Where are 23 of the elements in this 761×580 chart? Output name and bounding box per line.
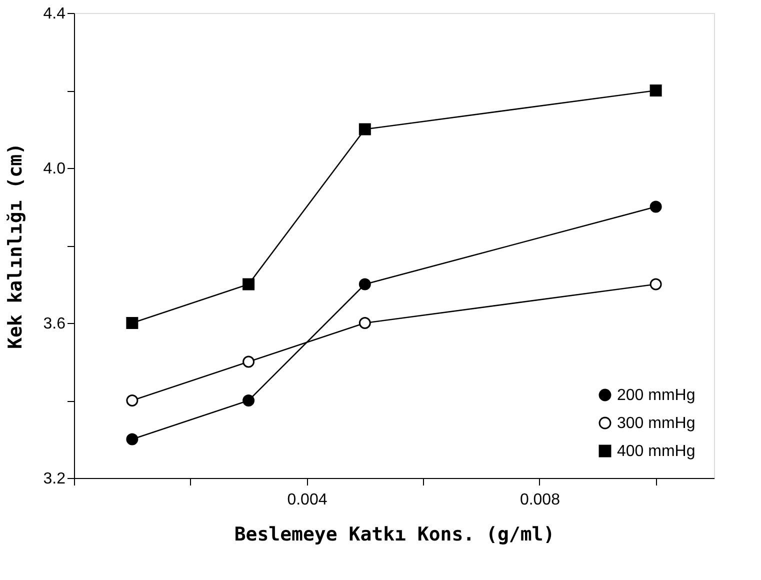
point	[126, 317, 138, 329]
legend-label: 200 mmHg	[617, 387, 696, 404]
y-tick-label: 3.6	[43, 316, 66, 332]
point	[358, 278, 371, 290]
y-tick-label: 3.2	[43, 470, 66, 488]
point	[242, 356, 255, 368]
point	[242, 278, 255, 290]
point	[650, 200, 662, 213]
point	[126, 433, 138, 446]
x-axis-title: Beslemeye Katkı Kons. (g/ml)	[234, 524, 555, 546]
point	[650, 84, 662, 96]
x-tick-label: 0.008	[520, 492, 560, 508]
point	[358, 317, 371, 329]
x-tick-label: 0.004	[287, 492, 328, 508]
point	[358, 123, 371, 136]
point	[650, 278, 662, 290]
legend-label: 400 mmHg	[617, 443, 696, 460]
y-axis-title: Kek kalınlığı (cm)	[4, 143, 26, 349]
point	[126, 394, 138, 406]
point	[242, 394, 255, 406]
legend-label: 300 mmHg	[617, 415, 696, 432]
y-tick-label: 4.4	[43, 6, 66, 22]
y-tick-label: 4.0	[43, 160, 66, 178]
